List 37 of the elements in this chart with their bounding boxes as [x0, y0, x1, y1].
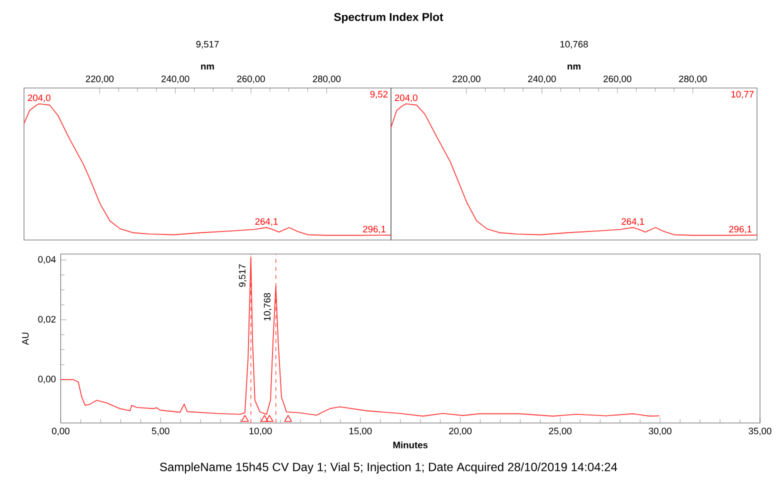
x-tick-label: 20,00 — [449, 428, 472, 436]
y-tick-label: 0,02 — [38, 316, 56, 324]
x-tick-label: 30,00 — [648, 428, 672, 436]
x-tick-label: 35,00 — [748, 428, 772, 436]
x-tick-label: 260,00 — [604, 76, 632, 84]
x-tick-label: 240,00 — [162, 76, 190, 84]
annotation: 296,1 — [729, 226, 752, 234]
x-axis-title: nm — [201, 64, 214, 70]
text: SampleName 15h45 CV Day 1; Vial 5; Injection 1; Date Acquired 28/10/2019 14:04:24 — [160, 462, 618, 474]
y-tick-label: 0,00 — [38, 376, 56, 384]
x-tick-label: 0,00 — [52, 428, 70, 436]
text: 10,77 — [731, 90, 754, 99]
x-tick-label: 220,00 — [452, 76, 480, 84]
x-axis-title: nm — [568, 64, 580, 70]
annotation: 10,768 — [264, 293, 272, 320]
x-tick-label: 260,00 — [237, 76, 265, 84]
chart-title: 10,768 — [560, 40, 588, 49]
annotation: 264,1 — [255, 218, 278, 226]
x-tick-label: 15,00 — [349, 428, 372, 436]
annotation: 204,0 — [28, 94, 50, 102]
annotation: 204,0 — [394, 94, 418, 102]
x-tick-label: 280,00 — [312, 76, 341, 84]
annotation: 296,1 — [363, 226, 386, 234]
y-tick-label: 0,04 — [38, 256, 56, 264]
x-tick-label: 25,00 — [548, 428, 572, 436]
chart-title: 9,517 — [196, 40, 219, 49]
y-axis-title: AU — [22, 332, 29, 345]
x-axis-title: Minutes — [393, 441, 428, 448]
annotation: 264,1 — [622, 218, 644, 226]
x-tick-label: 10,00 — [250, 428, 272, 436]
x-tick-label: 280,00 — [679, 76, 707, 84]
x-tick-label: 5,00 — [152, 428, 170, 436]
text: 9,52 — [370, 90, 388, 99]
annotation: 9,517 — [238, 264, 247, 287]
x-tick-label: 240,00 — [528, 76, 556, 84]
text: Spectrum Index Plot — [334, 12, 444, 24]
x-tick-label: 220,00 — [86, 76, 114, 84]
